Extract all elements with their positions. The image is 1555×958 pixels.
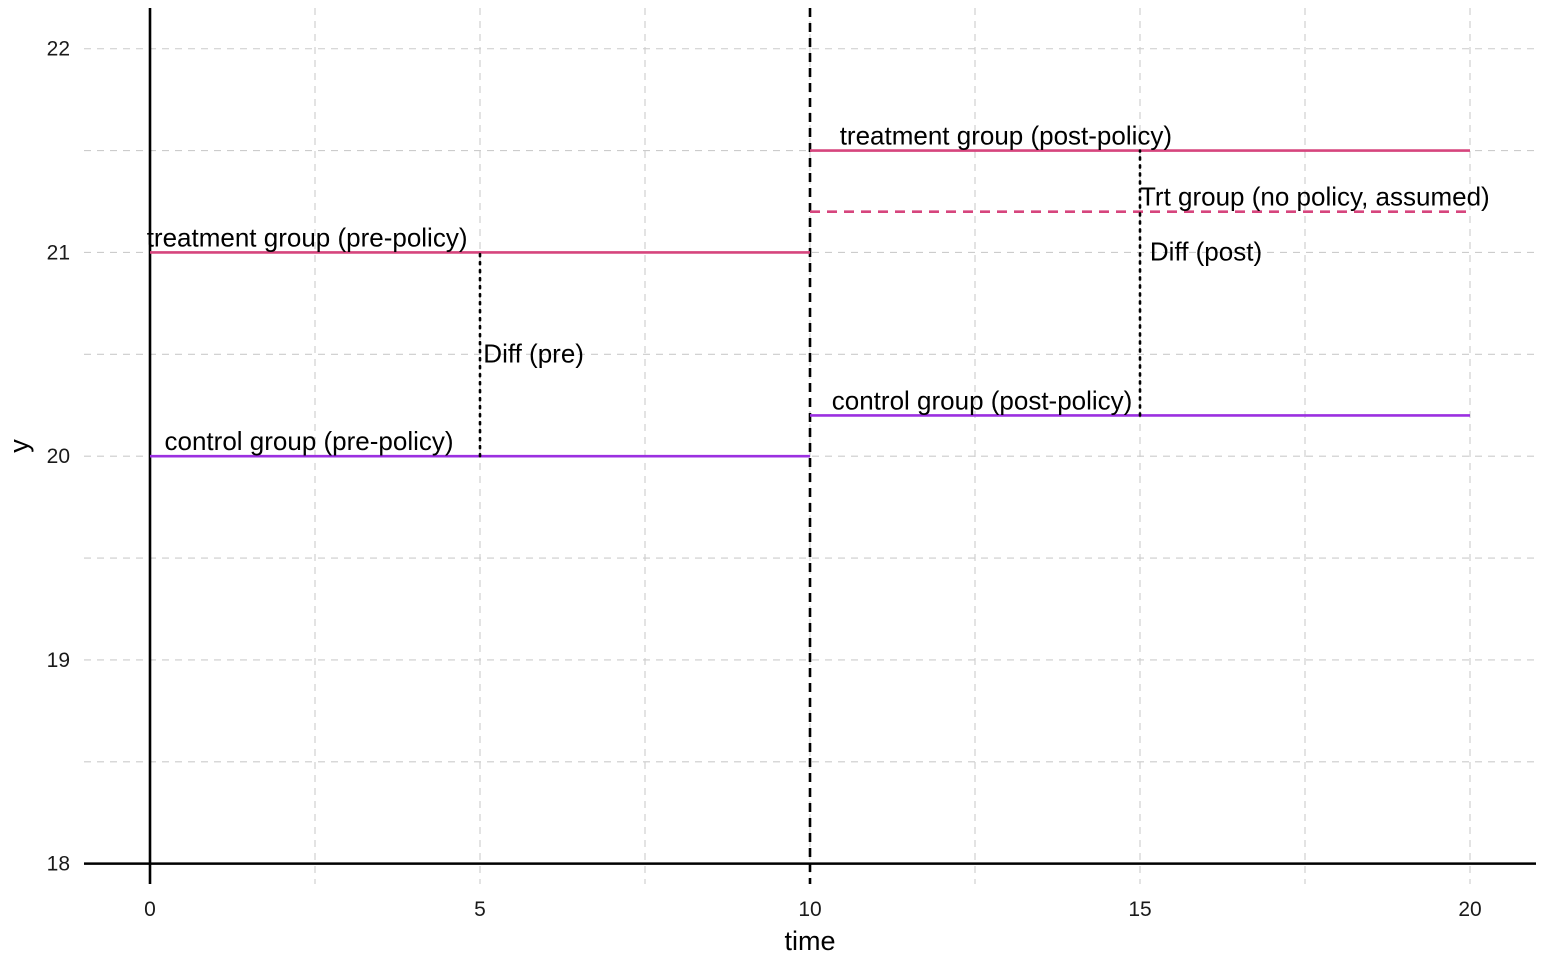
y-tick-label: 21 xyxy=(47,241,70,264)
y-tick-label: 18 xyxy=(47,853,70,876)
x-tick-label: 0 xyxy=(144,898,156,921)
difference-lines xyxy=(478,149,1142,458)
y-tick-label: 22 xyxy=(47,38,70,61)
y-axis-title: y xyxy=(4,439,34,453)
x-tick-label: 15 xyxy=(1128,898,1151,921)
x-tick-label: 10 xyxy=(798,898,821,921)
label-treatment-pre: treatment group (pre-policy) xyxy=(147,222,468,252)
x-axis-title: time xyxy=(784,926,835,956)
label-control-post: control group (post-policy) xyxy=(832,385,1133,415)
label-treatment-post: treatment group (post-policy) xyxy=(840,121,1172,151)
label-control-pre: control group (pre-policy) xyxy=(165,426,454,456)
label-counterfactual: Trt group (no policy, assumed) xyxy=(1140,182,1490,212)
x-tick-label: 20 xyxy=(1458,898,1481,921)
label-diff-post: Diff (post) xyxy=(1150,237,1262,267)
y-tick-label: 19 xyxy=(47,649,70,672)
axes xyxy=(84,8,1536,884)
label-diff-pre: Diff (pre) xyxy=(483,339,584,369)
y-tick-label: 20 xyxy=(47,445,70,468)
annotations: treatment group (pre-policy) control grou… xyxy=(147,121,1490,457)
x-tick-label: 5 xyxy=(474,898,486,921)
tick-labels: 0 5 10 15 20 18 19 20 21 22 xyxy=(47,38,1482,921)
